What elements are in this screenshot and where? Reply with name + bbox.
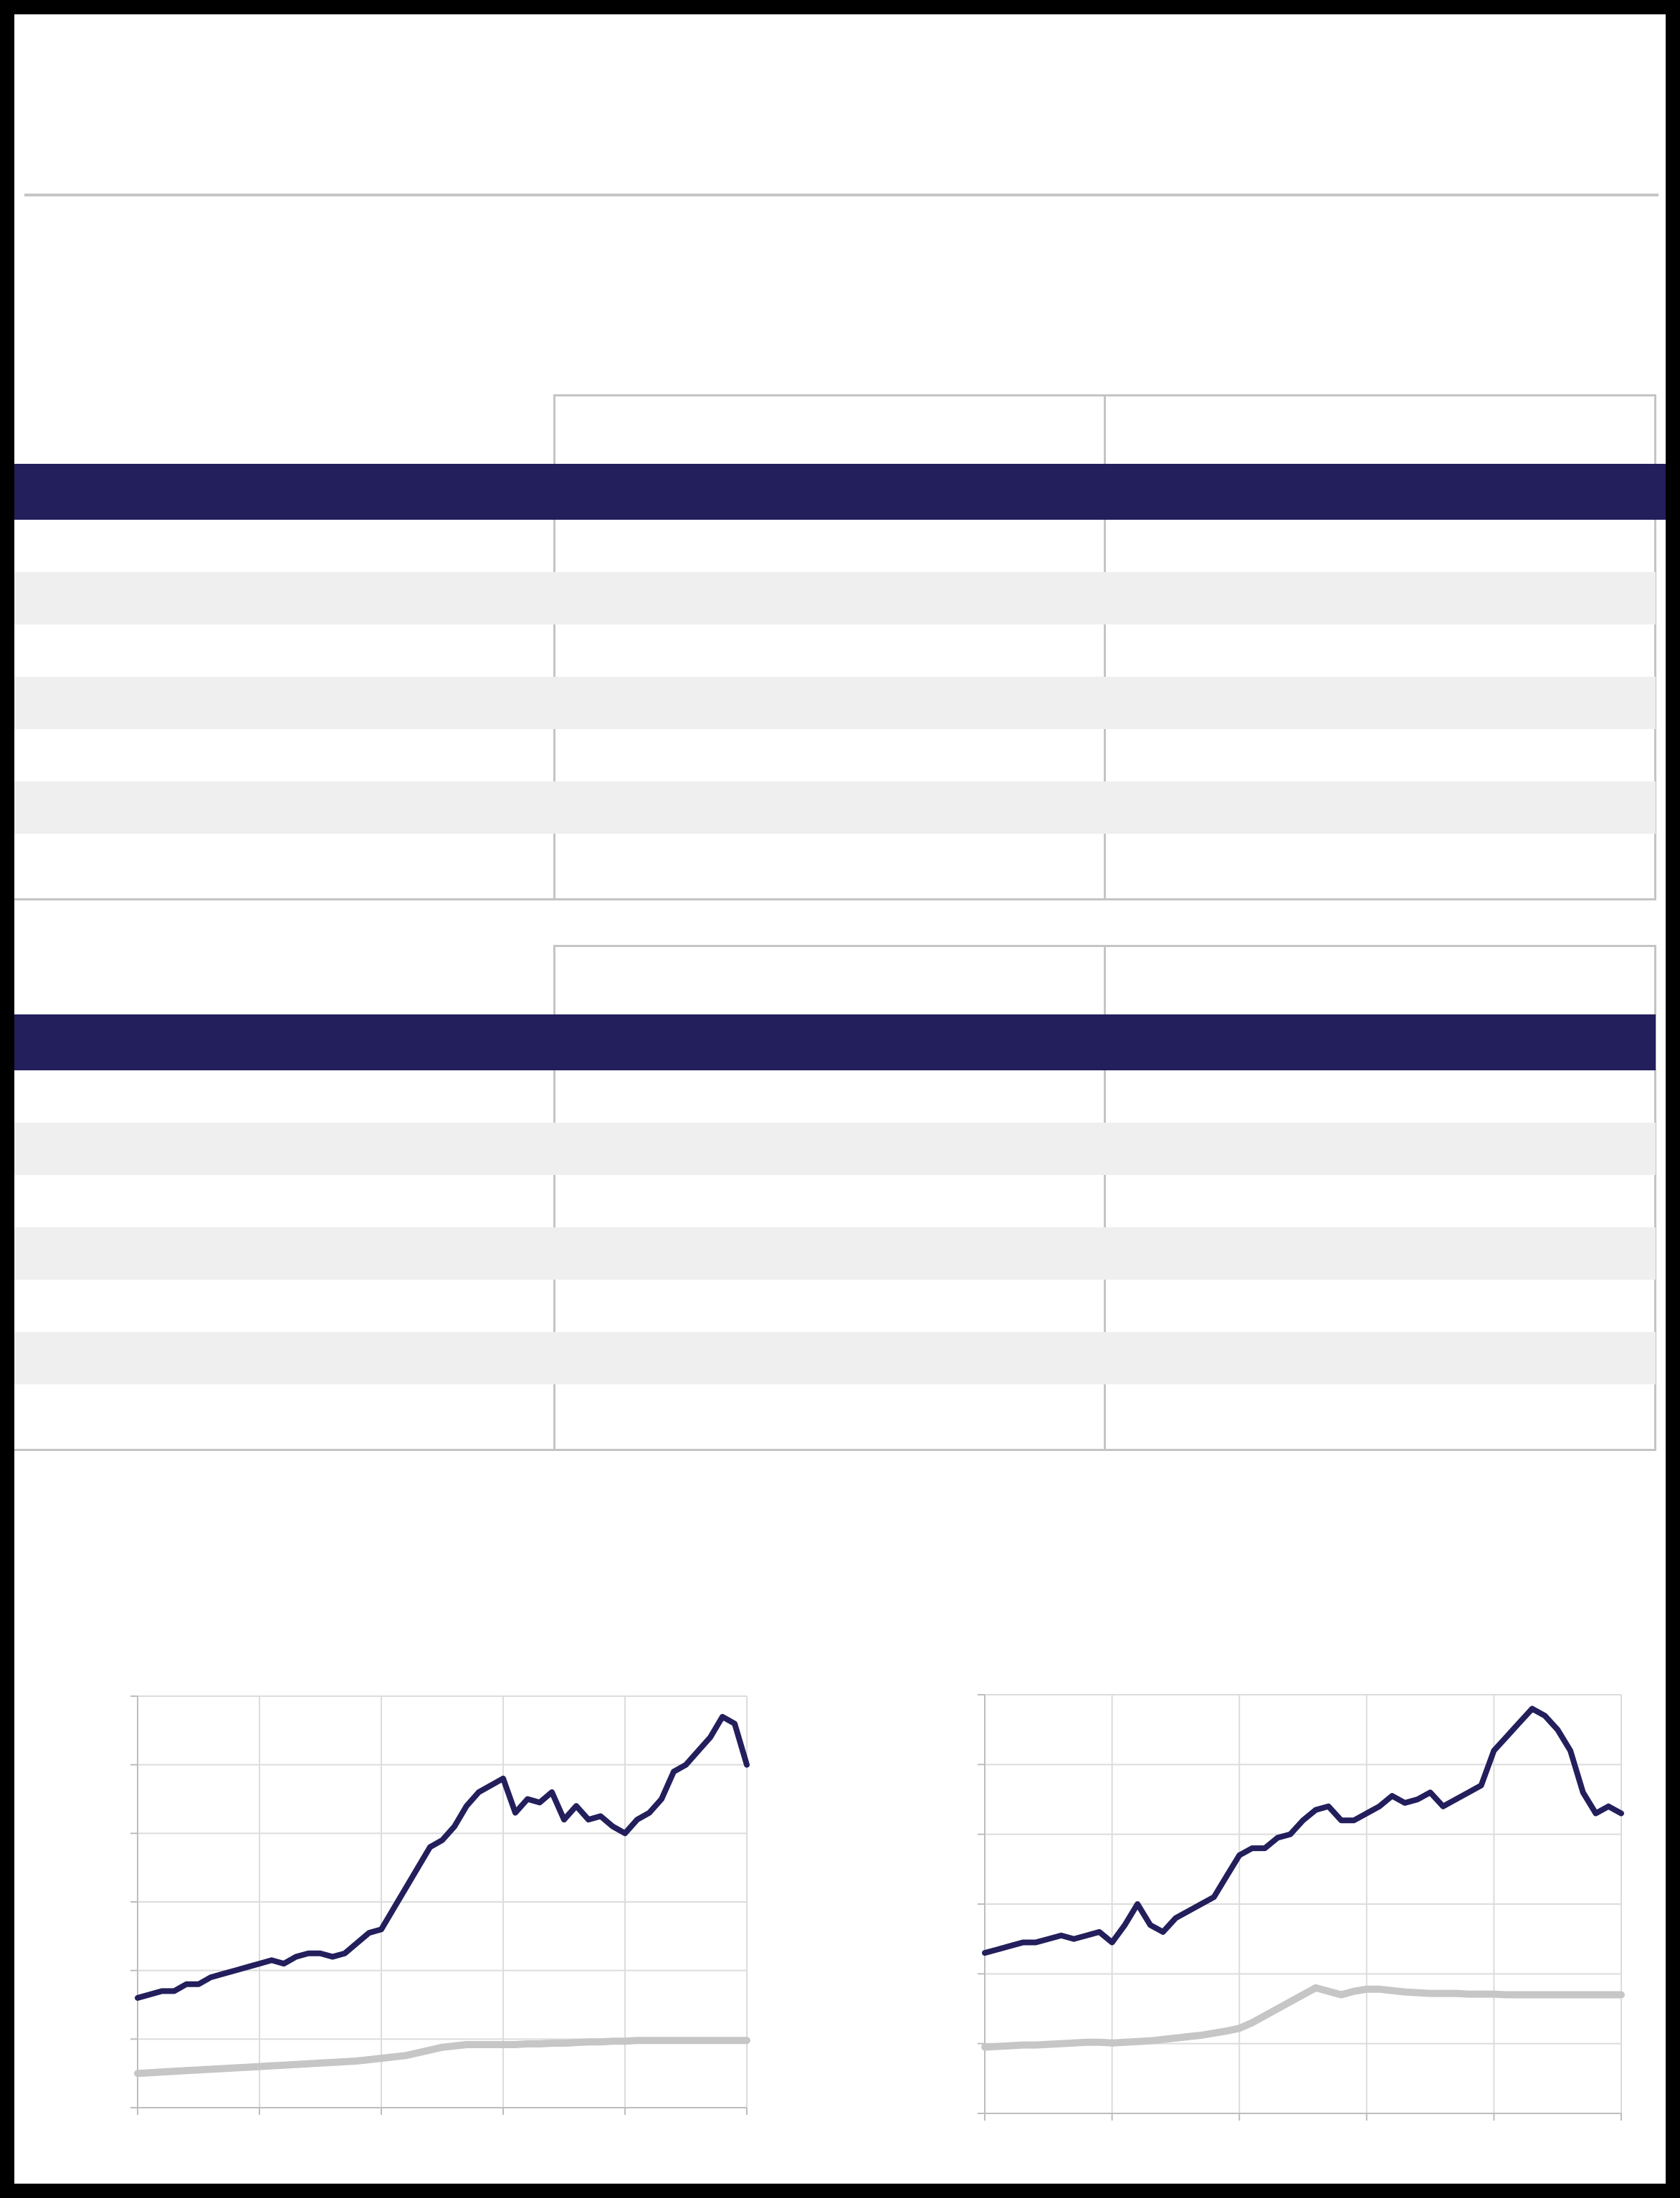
title-divider: [24, 194, 1658, 196]
table-1-bottom-border: [14, 898, 1656, 900]
table-row: [14, 677, 1656, 729]
table-2-column-divider-1: [553, 945, 555, 1451]
table-row: [14, 572, 1656, 624]
table-row: [14, 1175, 1656, 1227]
line-chart-1: [122, 1678, 753, 2122]
table-row: [14, 1280, 1656, 1332]
series-line-secondary: [134, 2037, 750, 2078]
table-row: [14, 1123, 1656, 1175]
table-row: [14, 520, 1656, 572]
table-2-header-row: [14, 1014, 1656, 1070]
line-chart-2: [968, 1678, 1641, 2122]
table-row: [14, 729, 1656, 781]
table-row: [14, 1070, 1656, 1123]
data-table-1: [14, 394, 1666, 903]
table-row: [14, 1332, 1656, 1384]
table-2-bottom-border: [14, 1449, 1656, 1451]
series-line-primary: [135, 1713, 750, 2001]
series-line-primary: [982, 1705, 1624, 1956]
table-1-column-divider-1: [553, 394, 555, 900]
table-1-right-border: [1654, 394, 1656, 900]
table-row: [14, 1384, 1656, 1437]
table-2-top-border: [553, 945, 1656, 947]
table-row: [14, 834, 1656, 886]
data-table-2: [14, 945, 1666, 1454]
table-1-column-divider-2: [1104, 394, 1106, 900]
table-2-right-border: [1654, 945, 1656, 1451]
table-2-column-divider-2: [1104, 945, 1106, 1451]
table-row: [14, 781, 1656, 834]
series-line-secondary: [981, 1984, 1625, 2051]
table-1-top-border: [553, 394, 1656, 396]
line-chart-1-svg: [130, 1695, 750, 2115]
table-1-header-row: [14, 464, 1666, 520]
line-chart-2-svg: [978, 1694, 1625, 2121]
table-row: [14, 624, 1656, 677]
report-page: [14, 14, 1666, 2184]
table-row: [14, 1227, 1656, 1280]
